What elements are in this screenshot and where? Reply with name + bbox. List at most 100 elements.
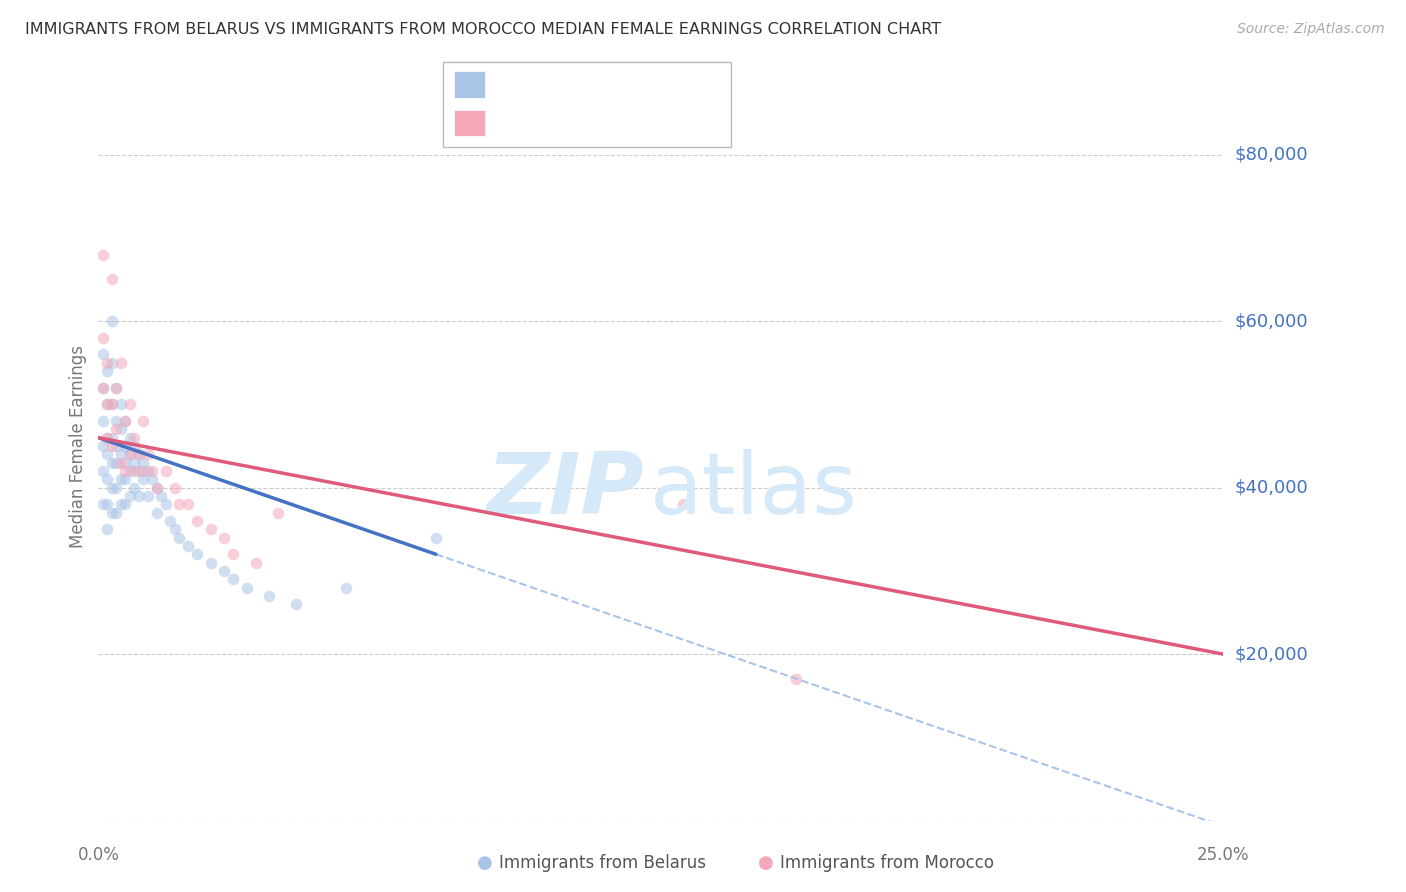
- Text: ZIP: ZIP: [486, 450, 644, 533]
- Point: [672, 497, 695, 511]
- Point: [105, 381, 128, 395]
- Point: [96, 356, 118, 370]
- Point: [105, 381, 128, 395]
- Text: $20,000: $20,000: [1234, 645, 1308, 663]
- Point: [114, 472, 136, 486]
- Point: [114, 497, 136, 511]
- Point: [101, 481, 124, 495]
- Point: [124, 456, 146, 470]
- Point: [105, 456, 128, 470]
- Point: [96, 397, 118, 411]
- Point: [91, 414, 114, 428]
- Point: [118, 431, 141, 445]
- Point: [222, 547, 245, 561]
- Text: Immigrants from Belarus: Immigrants from Belarus: [499, 855, 706, 872]
- Point: [128, 464, 150, 478]
- Point: [96, 447, 118, 461]
- Point: [101, 356, 124, 370]
- Point: [128, 489, 150, 503]
- Point: [96, 431, 118, 445]
- Point: [132, 414, 155, 428]
- Y-axis label: Median Female Earnings: Median Female Earnings: [69, 344, 87, 548]
- Point: [101, 397, 124, 411]
- Point: [91, 247, 114, 261]
- Point: [155, 464, 177, 478]
- Point: [236, 581, 259, 595]
- Point: [335, 581, 357, 595]
- Point: [96, 364, 118, 378]
- Point: [169, 531, 191, 545]
- Point: [96, 522, 118, 536]
- Point: [136, 464, 159, 478]
- Text: 0.0%: 0.0%: [77, 846, 120, 863]
- Point: [124, 481, 146, 495]
- Point: [110, 497, 132, 511]
- Point: [124, 431, 146, 445]
- Text: $80,000: $80,000: [1234, 145, 1308, 163]
- Point: [118, 447, 141, 461]
- Text: R = -0.399   N = 37: R = -0.399 N = 37: [495, 116, 652, 130]
- Point: [186, 547, 208, 561]
- Point: [214, 564, 236, 578]
- Point: [118, 489, 141, 503]
- Point: [136, 489, 159, 503]
- Point: [96, 497, 118, 511]
- Point: [128, 447, 150, 461]
- Point: [110, 397, 132, 411]
- Text: 25.0%: 25.0%: [1197, 846, 1250, 863]
- Point: [259, 589, 281, 603]
- Point: [118, 464, 141, 478]
- Point: [105, 439, 128, 453]
- Point: [114, 414, 136, 428]
- Point: [132, 472, 155, 486]
- Point: [146, 481, 169, 495]
- Point: [141, 472, 163, 486]
- Point: [124, 464, 146, 478]
- Point: [163, 481, 186, 495]
- Text: atlas: atlas: [650, 450, 858, 533]
- Text: $40,000: $40,000: [1234, 479, 1308, 497]
- Point: [101, 431, 124, 445]
- Text: ●: ●: [477, 855, 494, 872]
- Point: [101, 456, 124, 470]
- Point: [169, 497, 191, 511]
- Point: [141, 464, 163, 478]
- Point: [91, 439, 114, 453]
- Point: [101, 397, 124, 411]
- Point: [200, 522, 222, 536]
- Point: [159, 514, 181, 528]
- Point: [96, 397, 118, 411]
- Point: [245, 556, 267, 570]
- Point: [163, 522, 186, 536]
- Point: [118, 397, 141, 411]
- Point: [91, 497, 114, 511]
- Point: [114, 439, 136, 453]
- Point: [214, 531, 236, 545]
- Point: [146, 481, 169, 495]
- Text: $60,000: $60,000: [1234, 312, 1308, 330]
- Point: [101, 439, 124, 453]
- Point: [114, 414, 136, 428]
- Point: [91, 331, 114, 345]
- Point: [136, 447, 159, 461]
- Point: [146, 506, 169, 520]
- Point: [150, 489, 173, 503]
- Point: [105, 481, 128, 495]
- Point: [177, 539, 200, 553]
- Text: IMMIGRANTS FROM BELARUS VS IMMIGRANTS FROM MOROCCO MEDIAN FEMALE EARNINGS CORREL: IMMIGRANTS FROM BELARUS VS IMMIGRANTS FR…: [25, 22, 942, 37]
- Point: [200, 556, 222, 570]
- Point: [96, 472, 118, 486]
- Point: [155, 497, 177, 511]
- Point: [91, 381, 114, 395]
- Point: [114, 456, 136, 470]
- Point: [110, 422, 132, 436]
- Point: [124, 439, 146, 453]
- Point: [101, 506, 124, 520]
- Point: [222, 572, 245, 586]
- Point: [110, 456, 132, 470]
- Point: [267, 506, 290, 520]
- Point: [91, 464, 114, 478]
- Text: ●: ●: [758, 855, 775, 872]
- Point: [132, 456, 155, 470]
- Point: [101, 272, 124, 286]
